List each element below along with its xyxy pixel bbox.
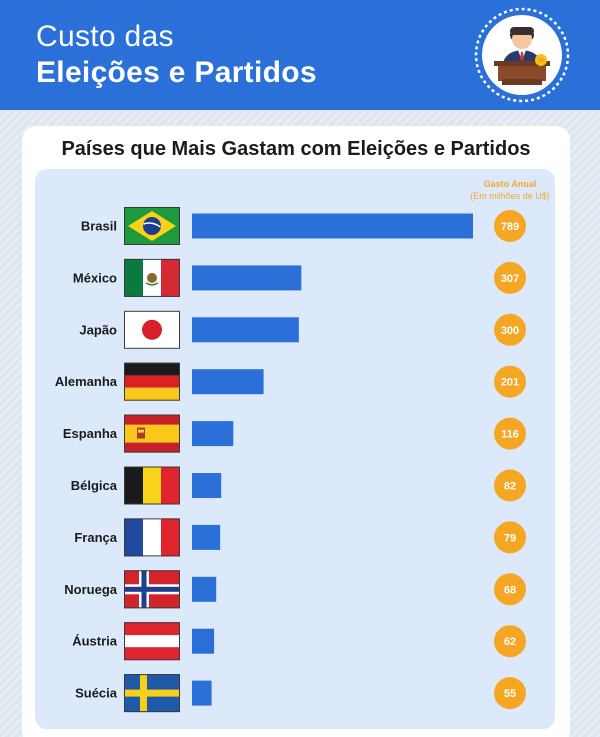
bar-noruega: [192, 576, 217, 602]
bar-japao: [192, 317, 299, 343]
value-badge-noruega: [494, 573, 526, 606]
header-title-line2: Eleições e Partidos: [36, 56, 317, 89]
politician-at-podium-icon: [472, 5, 572, 105]
norway-flag-icon: [124, 570, 180, 609]
brazil-flag-icon: [124, 207, 180, 245]
japan-flag-icon: [124, 310, 180, 349]
sweden-flag-icon: [124, 674, 180, 713]
category-label-espanha: Espanha: [63, 426, 118, 441]
value-badge-espanha: [494, 417, 526, 450]
value-label-alemanha: 201: [501, 377, 519, 389]
belgium-flag-icon: [124, 466, 180, 505]
category-label-austria: Áustria: [72, 634, 118, 649]
category-label-japao: Japão: [79, 322, 117, 337]
bar-franca: [192, 524, 221, 550]
value-badge-suecia: [494, 677, 526, 710]
value-label-brasil: 789: [501, 221, 519, 233]
value-column-header: Gasto Anual (Em milhões de U$): [465, 178, 555, 202]
value-label-noruega: 68: [504, 584, 516, 596]
value-badge-brasil: [494, 210, 526, 242]
bar-austria: [192, 628, 215, 654]
austria-flag-icon: [124, 622, 180, 661]
category-label-suecia: Suécia: [75, 686, 118, 701]
header-banner: Custo das Eleições e Partidos: [0, 0, 600, 110]
value-badge-mexico: [494, 261, 526, 294]
mexico-flag-icon: [124, 258, 180, 297]
category-label-franca: França: [74, 530, 117, 545]
value-badge-franca: [494, 521, 526, 554]
header-title-line1: Custo das: [36, 20, 174, 53]
bar-belgica: [192, 473, 222, 498]
value-badge-japao: [494, 313, 526, 346]
category-label-brasil: Brasil: [81, 219, 117, 234]
chart-title: Países que Mais Gastam com Eleições e Pa…: [61, 138, 531, 160]
bar-alemanha: [192, 369, 264, 395]
chart-card: Países que Mais Gastam com Eleições e Pa…: [22, 126, 570, 737]
value-unit-label: (Em milhões de U$): [470, 191, 550, 201]
germany-flag-icon: [124, 362, 180, 401]
value-label-belgica: 82: [504, 481, 516, 493]
spain-flag-icon: [124, 414, 180, 453]
france-flag-icon: [124, 518, 180, 557]
value-label-mexico: 307: [501, 273, 519, 285]
value-badge-alemanha: [494, 365, 526, 398]
value-header-label: Gasto Anual: [483, 179, 537, 189]
value-label-franca: 79: [504, 532, 516, 544]
category-label-alemanha: Alemanha: [55, 374, 118, 389]
value-badge-belgica: [494, 469, 526, 502]
category-label-belgica: Bélgica: [71, 478, 118, 493]
bar-suecia: [192, 680, 212, 706]
value-label-suecia: 55: [504, 688, 516, 700]
bar-mexico: [192, 265, 302, 291]
bar-espanha: [192, 421, 234, 447]
category-label-noruega: Noruega: [64, 582, 118, 597]
value-label-espanha: 116: [501, 429, 519, 441]
bar-brasil: [192, 213, 473, 239]
value-label-japao: 300: [501, 325, 519, 337]
value-badge-austria: [494, 625, 526, 658]
chart-panel: Gasto Anual (Em milhões de U$) Brasil 789…: [35, 169, 555, 729]
value-label-austria: 62: [504, 636, 516, 648]
category-label-mexico: México: [73, 270, 117, 285]
bar-chart: Brasil 789 México 307 Japão 300 Alemanha 201 Esp…: [55, 207, 526, 713]
